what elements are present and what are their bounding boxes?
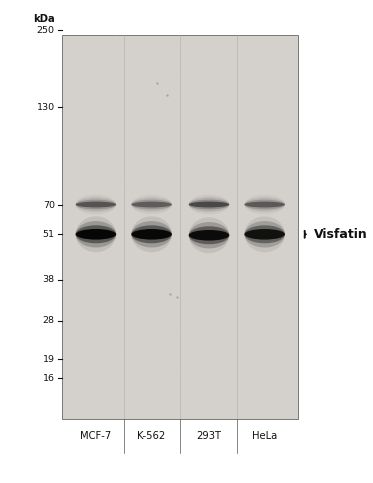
Ellipse shape [244,199,285,210]
Ellipse shape [76,225,116,243]
Ellipse shape [244,197,285,212]
Text: kDa: kDa [33,14,55,25]
Text: 250: 250 [37,26,55,35]
Text: MCF-7: MCF-7 [80,431,112,441]
Text: HeLa: HeLa [252,431,277,441]
Ellipse shape [244,225,285,243]
Text: 293T: 293T [197,431,222,441]
Ellipse shape [76,199,116,210]
Ellipse shape [76,229,116,240]
Text: K-562: K-562 [138,431,166,441]
Ellipse shape [189,197,229,212]
Ellipse shape [131,201,172,207]
Text: 70: 70 [43,201,55,210]
Ellipse shape [76,221,116,247]
Text: 28: 28 [43,316,55,325]
Ellipse shape [131,225,172,243]
Text: Visfatin: Visfatin [314,228,368,241]
FancyBboxPatch shape [62,35,298,419]
Ellipse shape [131,229,172,240]
Ellipse shape [244,216,285,252]
Ellipse shape [244,229,285,240]
Ellipse shape [189,230,229,241]
Ellipse shape [76,201,116,207]
Ellipse shape [189,217,229,253]
Ellipse shape [244,201,285,207]
Ellipse shape [131,221,172,247]
Ellipse shape [131,216,172,252]
Ellipse shape [131,197,172,212]
Ellipse shape [131,199,172,210]
Text: 38: 38 [43,275,55,284]
Ellipse shape [244,221,285,247]
Text: 130: 130 [37,102,55,112]
Ellipse shape [189,222,229,248]
Text: 16: 16 [43,374,55,383]
Text: 51: 51 [43,230,55,239]
Ellipse shape [189,226,229,244]
Ellipse shape [76,197,116,212]
Ellipse shape [189,201,229,207]
Ellipse shape [189,199,229,210]
Ellipse shape [76,216,116,252]
Text: 19: 19 [43,355,55,364]
